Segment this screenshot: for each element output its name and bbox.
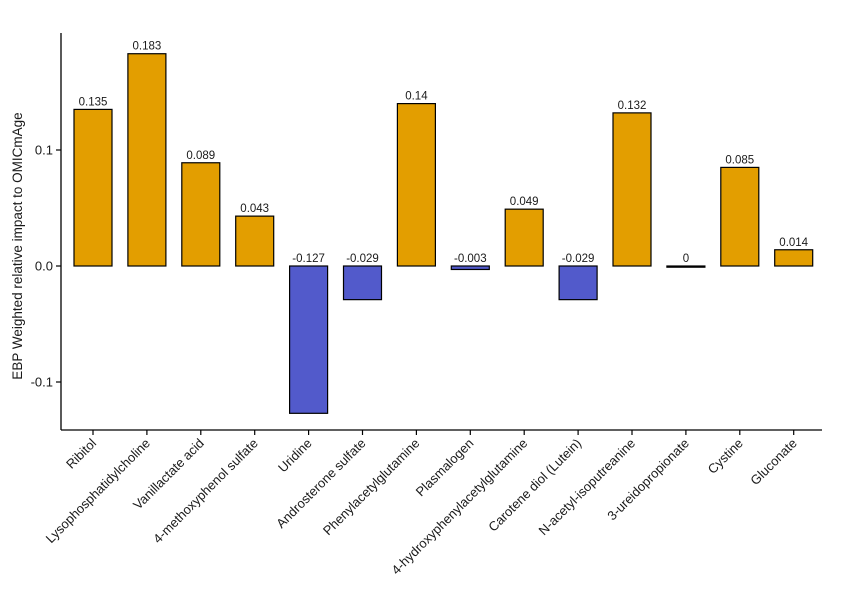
- bar-value-label: -0.127: [292, 253, 325, 265]
- bar: [558, 265, 598, 301]
- bar: [181, 162, 221, 267]
- x-category-label: Uridine: [275, 436, 315, 476]
- bar: [774, 249, 814, 267]
- x-axis-ticks: RibitolLysophosphatidylcholineVanillacta…: [43, 430, 800, 577]
- x-category-label: Phenylacetylglutamine: [320, 436, 423, 539]
- x-category-label: Lysophosphatidylcholine: [43, 436, 153, 546]
- x-category-label: Androsterone sulfate: [273, 436, 368, 531]
- bars-group: [73, 53, 814, 414]
- bar-value-label: 0.135: [79, 96, 108, 108]
- bar: [396, 102, 436, 267]
- y-tick-label: -0.1: [31, 375, 53, 390]
- bar: [666, 265, 706, 268]
- bar-value-label: 0.014: [779, 237, 808, 249]
- bar: [73, 108, 113, 267]
- bar-value-label: 0.183: [133, 41, 162, 53]
- bar-value-label: 0.089: [186, 150, 215, 162]
- bar-value-labels: 0.135 0.183 0.089 0.043 -0.127 -0.029 0.14 -0.0…: [79, 41, 809, 265]
- y-tick-label: 0.1: [35, 143, 53, 158]
- bar-value-label: 0.085: [725, 154, 754, 166]
- x-category-label: 4-methoxyphenol sulfate: [150, 436, 261, 547]
- bar: [289, 265, 329, 414]
- bar: [612, 112, 652, 267]
- bar: [720, 166, 760, 267]
- bar-value-label: 0.132: [618, 100, 647, 112]
- bar-value-label: -0.003: [454, 253, 487, 265]
- x-category-label: Cystine: [705, 436, 746, 477]
- x-category-label: Gluconate: [747, 436, 800, 489]
- bar-value-label: -0.029: [346, 253, 379, 265]
- y-axis-ticks: -0.1 0.0 0.1: [31, 143, 61, 390]
- bar-value-label: 0: [683, 253, 689, 265]
- bar-value-label: 0.049: [510, 196, 539, 208]
- x-category-label: Carotene diol (Lutein): [485, 436, 584, 535]
- bar: [127, 53, 167, 267]
- bar-value-label: 0.043: [240, 203, 269, 215]
- bar: [504, 208, 544, 267]
- y-tick-label: 0.0: [35, 259, 53, 274]
- bar-value-label: -0.029: [562, 253, 595, 265]
- x-category-label: N-acetyl-isoputreanine: [536, 436, 639, 539]
- bar: [450, 265, 490, 271]
- bar: [235, 215, 275, 267]
- bar: [342, 265, 383, 301]
- y-axis-title: EBP Weighted relative impact to OMICmAge: [10, 112, 25, 379]
- x-category-label: Ribitol: [63, 435, 99, 471]
- bar-value-label: 0.14: [405, 91, 428, 103]
